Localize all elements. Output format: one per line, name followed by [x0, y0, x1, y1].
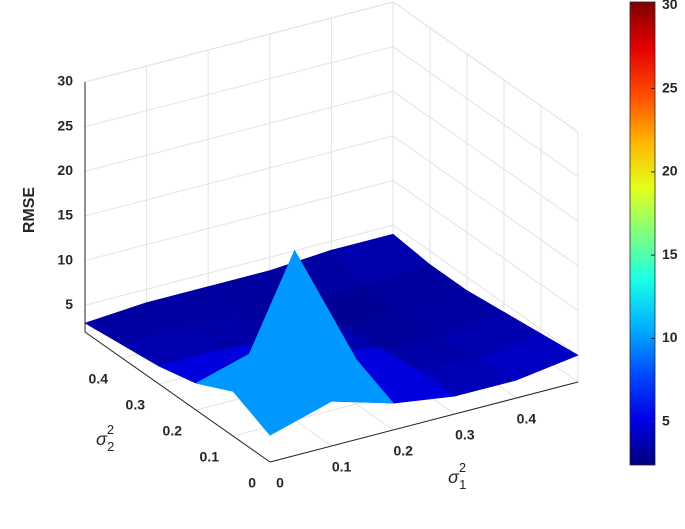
y-tick-label: 0.4 [89, 371, 109, 387]
y-tick-label: 0 [248, 475, 256, 491]
label-sub: 2 [107, 439, 114, 454]
z-tick-label: 15 [57, 207, 73, 223]
x-tick-label: 0.4 [517, 411, 537, 427]
axis-line [84, 331, 271, 463]
z-grid-line [84, 1, 394, 83]
x-tick-label: 0.1 [332, 459, 352, 475]
y-tick-label: 0.1 [200, 449, 220, 465]
label-base: σ [448, 467, 460, 487]
axis-line [269, 381, 579, 463]
z-tick-label: 25 [57, 117, 73, 133]
z-tick-label: 5 [65, 296, 73, 312]
label-sub: 1 [459, 477, 466, 492]
x-tick-label: 0 [276, 475, 284, 491]
z-grid-line [84, 224, 394, 306]
z-tick-label: 10 [57, 251, 73, 267]
z-grid-line [392, 46, 579, 178]
colorbar [629, 1, 656, 466]
surface [84, 233, 579, 436]
colorbar-tick-label: 10 [662, 329, 678, 345]
z-grid-line [84, 46, 394, 128]
z-grid-line [392, 224, 579, 356]
colorbar-tick-label: 30 [662, 0, 678, 12]
z-grid-line [84, 135, 394, 217]
x-tick-label: 0.3 [455, 427, 475, 443]
label-sup: 2 [107, 422, 114, 437]
x-axis-label: σ2 1 [448, 460, 466, 492]
z-axis-label: RMSE [21, 187, 38, 234]
x-tick-label: 0.2 [393, 443, 413, 459]
colorbar-tick-label: 15 [662, 246, 678, 262]
z-grid-line [84, 180, 394, 262]
y-tick-label: 0.3 [126, 397, 146, 413]
y-axis-label: σ2 2 [96, 422, 114, 454]
label-sup: 2 [459, 460, 466, 475]
colorbar-tick-label: 20 [662, 163, 678, 179]
colorbar-tick-label: 5 [662, 412, 670, 428]
z-grid-line [84, 90, 394, 172]
z-grid-line [392, 90, 579, 222]
colorbar-tick-label: 25 [662, 79, 678, 95]
z-grid-line [392, 1, 579, 133]
z-tick-label: 30 [57, 73, 73, 89]
z-tick-label: 20 [57, 162, 73, 178]
z-grid-line [392, 180, 579, 311]
y-tick-label: 0.2 [163, 423, 183, 439]
surface-face [232, 249, 332, 436]
label-base: σ [96, 429, 108, 449]
z-grid-line [392, 135, 579, 267]
